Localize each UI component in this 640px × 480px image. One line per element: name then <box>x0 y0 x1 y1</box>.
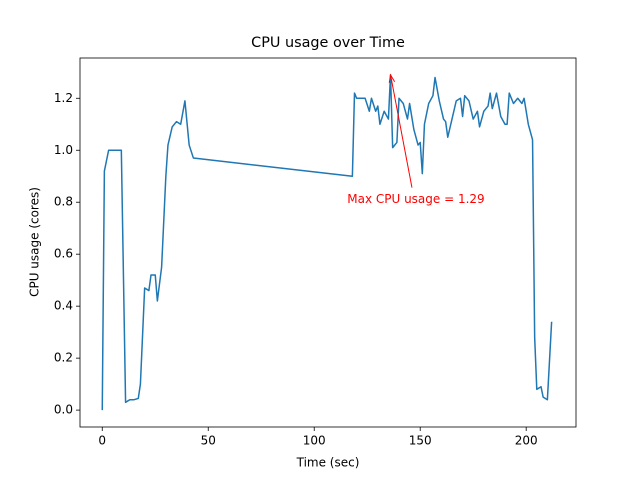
annotation-text: Max CPU usage = 1.29 <box>347 192 484 206</box>
chart-title: CPU usage over Time <box>251 35 405 51</box>
y-axis-label: CPU usage (cores) <box>28 187 42 297</box>
x-tick-label: 0 <box>98 434 106 448</box>
y-tick-label: 0.2 <box>54 351 73 365</box>
y-tick-label: 0.6 <box>54 247 73 261</box>
annotation-arrowhead <box>388 73 396 83</box>
data-line <box>101 74 553 411</box>
y-tick-label: 0.4 <box>54 299 73 313</box>
y-tick-label: 0.0 <box>54 403 73 417</box>
plot-frame <box>79 57 577 428</box>
annotation-arrow <box>390 74 413 188</box>
y-tick-label: 1.2 <box>54 91 73 105</box>
x-tick-label: 150 <box>409 434 432 448</box>
x-tick-label: 100 <box>303 434 326 448</box>
y-tick-label: 0.8 <box>54 195 73 209</box>
x-tick-label: 200 <box>515 434 538 448</box>
y-tick-label: 1.0 <box>54 143 73 157</box>
x-axis-label: Time (sec) <box>296 456 360 470</box>
x-tick-label: 50 <box>201 434 216 448</box>
